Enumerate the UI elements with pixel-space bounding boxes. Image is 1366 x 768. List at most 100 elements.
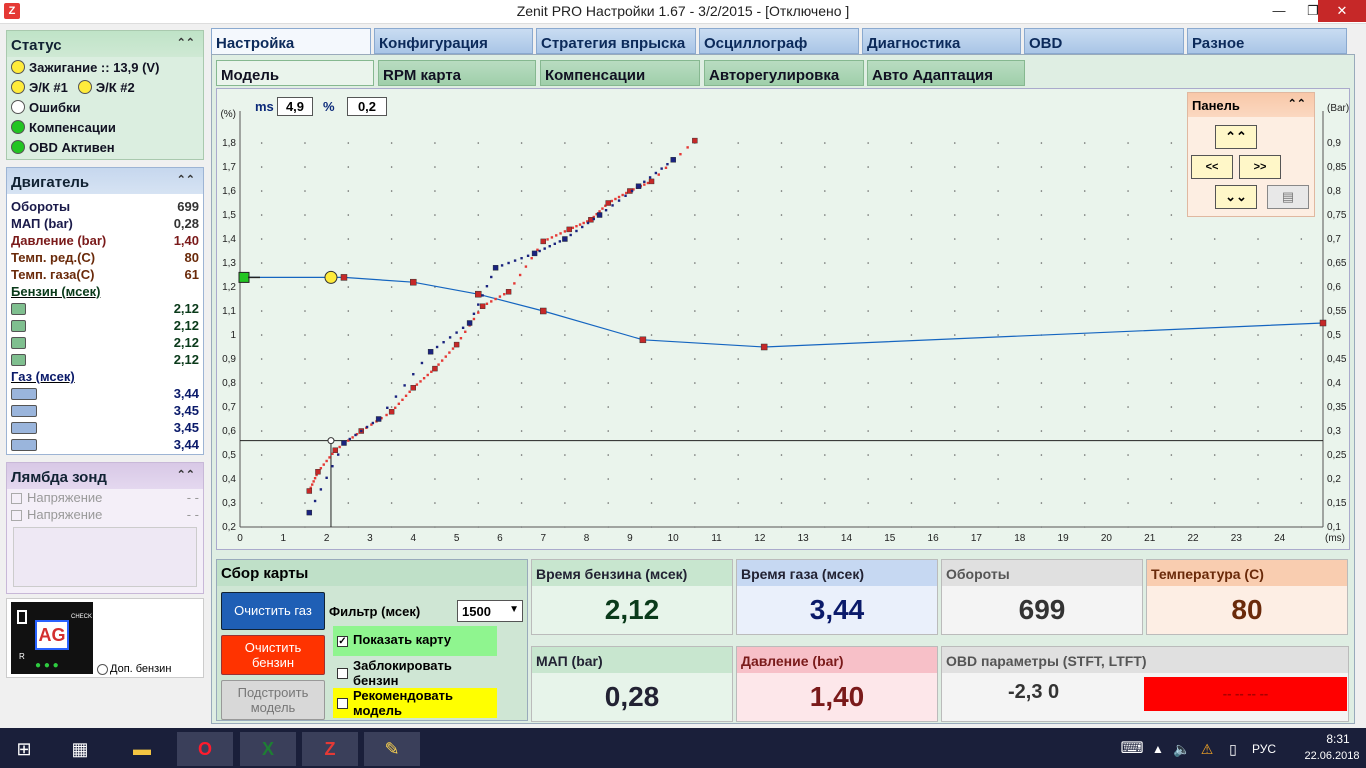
opera-icon[interactable]: O: [177, 732, 233, 766]
right-button[interactable]: >>: [1239, 155, 1281, 179]
down-button[interactable]: ⌄⌄: [1215, 185, 1257, 209]
grid-dot: [1040, 190, 1043, 192]
grid-dot: [780, 142, 783, 144]
grid-dot: [824, 430, 826, 432]
grid-dot: [1257, 454, 1259, 456]
volume-icon[interactable]: 🔈: [1173, 741, 1191, 757]
lock-petrol-checkbox[interactable]: Заблокировать бензин: [333, 658, 497, 688]
gas-point-trace: [448, 336, 452, 339]
subtab-autoregulation[interactable]: Авторегулировка: [704, 60, 864, 86]
start-marker: [238, 271, 250, 283]
maximize-button[interactable]: ❐: [1307, 3, 1319, 18]
grid-dot: [1257, 382, 1259, 384]
subtab-compensation[interactable]: Компенсации: [540, 60, 700, 86]
recommend-checkbox[interactable]: Рекомендовать модель: [333, 688, 497, 718]
collapse-icon[interactable]: ⌃⌃: [176, 174, 195, 186]
petrol-point-trace: [679, 153, 682, 156]
grid-dot: [607, 214, 610, 216]
grid-dot: [1213, 310, 1216, 312]
grid-dot: [997, 262, 999, 264]
lambda-row[interactable]: Напряжение - -: [7, 506, 203, 523]
model-point: [539, 307, 547, 315]
zenit-icon[interactable]: Z: [302, 732, 358, 766]
calculator-icon[interactable]: ▦: [71, 739, 89, 759]
grid-dot: [650, 478, 653, 480]
build-model-button[interactable]: Подстроить модель: [221, 680, 325, 720]
left-button[interactable]: <<: [1191, 155, 1233, 179]
network-icon[interactable]: ⚠: [1200, 741, 1214, 757]
filter-select[interactable]: 1500 ▼: [457, 600, 523, 622]
gas-point-trace: [371, 421, 375, 425]
clear-gas-button[interactable]: Очистить газ: [221, 592, 325, 630]
grid-dot: [434, 358, 436, 360]
clear-petrol-button[interactable]: Очистить бензин: [221, 635, 325, 675]
subtab-model[interactable]: Модель: [216, 60, 374, 86]
keyboard-icon[interactable]: ⌨: [1120, 740, 1144, 757]
model-point: [760, 343, 768, 351]
minimize-button[interactable]: —: [1272, 3, 1286, 18]
grid-dot: [824, 190, 826, 192]
petrol-point-trace: [325, 459, 328, 463]
grid-dot: [867, 262, 869, 264]
y-tick-label: 0,8: [222, 378, 236, 389]
petrol-point-trace: [563, 230, 567, 233]
grid-dot: [564, 382, 566, 384]
tab-config[interactable]: Конфигурация: [374, 28, 533, 54]
clock-time[interactable]: 8:31: [1326, 732, 1350, 746]
grid-dot: [347, 406, 350, 408]
gas-row: 3,45: [7, 402, 203, 419]
x-tick-label: 19: [1058, 533, 1070, 544]
lambda-row[interactable]: Напряжение - -: [7, 489, 203, 506]
grid-dot: [1213, 526, 1216, 528]
folder-icon[interactable]: ▬: [133, 739, 151, 759]
gas-point-trace: [420, 361, 424, 365]
tab-obd[interactable]: OBD: [1024, 28, 1184, 54]
chart-area[interactable]: 0 1 2 3 4 5 6 7 8 9 10 11 12 13 14 15 16 17 18 19 20 21 22 23 24…: [216, 88, 1350, 550]
subtab-rpm-map[interactable]: RPM карта: [378, 60, 536, 86]
excel-icon[interactable]: X: [240, 732, 296, 766]
tab-oscillograph[interactable]: Осциллограф: [699, 28, 859, 54]
tray-arrow-icon[interactable]: ▲: [1152, 742, 1164, 756]
grid-dot: [1040, 286, 1043, 288]
petrol-point: [692, 137, 698, 144]
led-icon: [11, 100, 25, 114]
petrol-point-trace: [338, 445, 341, 449]
grid-dot: [1300, 406, 1303, 408]
collapse-icon[interactable]: ⌃⌃: [176, 37, 195, 49]
grid-dot: [1127, 526, 1129, 528]
model-chart[interactable]: 0 1 2 3 4 5 6 7 8 9 10 11 12 13 14 15 16 17 18 19 20 21 22 23 24…: [217, 89, 1349, 549]
y2-tick-label: 0,25: [1327, 450, 1347, 461]
battery-icon[interactable]: ▯: [1229, 741, 1237, 757]
engine-title: Двигатель ⌃⌃: [7, 168, 203, 194]
up-button[interactable]: ⌃⌃: [1215, 125, 1257, 149]
show-map-checkbox[interactable]: ✓ Показать карту: [333, 626, 497, 656]
grid-dot: [607, 166, 610, 168]
logo-panel: AG CHECK R ● ● ● Доп. бензин: [6, 598, 204, 678]
grid-dot: [824, 334, 826, 336]
paint-icon[interactable]: ✎: [364, 732, 420, 766]
close-button[interactable]: ✕: [1318, 0, 1366, 22]
grid-dot: [737, 454, 739, 456]
x-tick-label: 0: [237, 533, 243, 544]
collapse-icon[interactable]: ⌃⌃: [176, 469, 195, 481]
grid-dot: [650, 382, 653, 384]
clipboard-icon[interactable]: ▤: [1267, 185, 1309, 209]
chevron-down-icon: ▼: [509, 604, 519, 615]
subtab-auto-adaptation[interactable]: Авто Адаптация: [867, 60, 1025, 86]
grid-dot: [1127, 166, 1129, 168]
grid-dot: [737, 142, 739, 144]
gas-point: [375, 416, 382, 422]
grid-dot: [737, 214, 739, 216]
tab-misc[interactable]: Разное: [1187, 28, 1347, 54]
clock-date[interactable]: 22.06.2018: [1304, 750, 1360, 762]
tab-strategy[interactable]: Стратегия впрыска: [536, 28, 696, 54]
tab-settings[interactable]: Настройка: [211, 28, 371, 54]
language-indicator[interactable]: РУС: [1252, 742, 1277, 756]
windows-start-icon[interactable]: ⊞: [16, 739, 32, 759]
petrol-point-trace: [385, 413, 388, 417]
tab-diagnostics[interactable]: Диагностика: [862, 28, 1021, 54]
collapse-icon[interactable]: ⌃⌃: [1287, 98, 1306, 110]
petrol-point-trace: [394, 406, 397, 409]
petrol-point-trace: [592, 215, 595, 219]
grid-dot: [867, 478, 869, 480]
